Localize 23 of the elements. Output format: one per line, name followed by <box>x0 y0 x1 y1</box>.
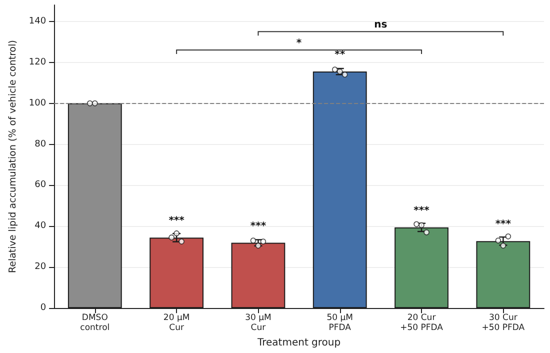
annotation: *** <box>414 205 430 216</box>
x-tick-label: 20 µM Cur <box>163 313 190 334</box>
x-tick-label: 20 Cur +50 PFDA <box>400 313 444 334</box>
y-tick-label: 20 <box>34 262 46 272</box>
y-tick-label: 100 <box>28 98 46 108</box>
y-tick-label: 140 <box>28 16 46 26</box>
annotation: *** <box>168 216 186 227</box>
y-axis-title: Relative lipid accumulation (% of vehicle control) <box>8 40 18 274</box>
x-tick-label: 30 µM Cur <box>245 313 272 334</box>
annotation: * <box>296 38 302 50</box>
annotation: *** <box>250 220 267 232</box>
annotation: ** <box>334 50 346 61</box>
y-tick-label: 0 <box>40 303 46 314</box>
x-tick-label: DMSO control <box>80 313 110 334</box>
annotation: *** <box>495 219 512 230</box>
y-tick-label: 80 <box>34 139 46 150</box>
annotation: ns <box>374 20 388 31</box>
y-tick-label: 120 <box>28 57 46 68</box>
x-tick-label: 50 µM PFDA <box>326 313 353 334</box>
x-axis-title: Treatment group <box>256 338 341 348</box>
x-tick-label: 30 Cur +50 PFDA <box>482 313 525 334</box>
y-tick-label: 40 <box>34 221 46 232</box>
y-tick-label: 60 <box>34 180 46 190</box>
